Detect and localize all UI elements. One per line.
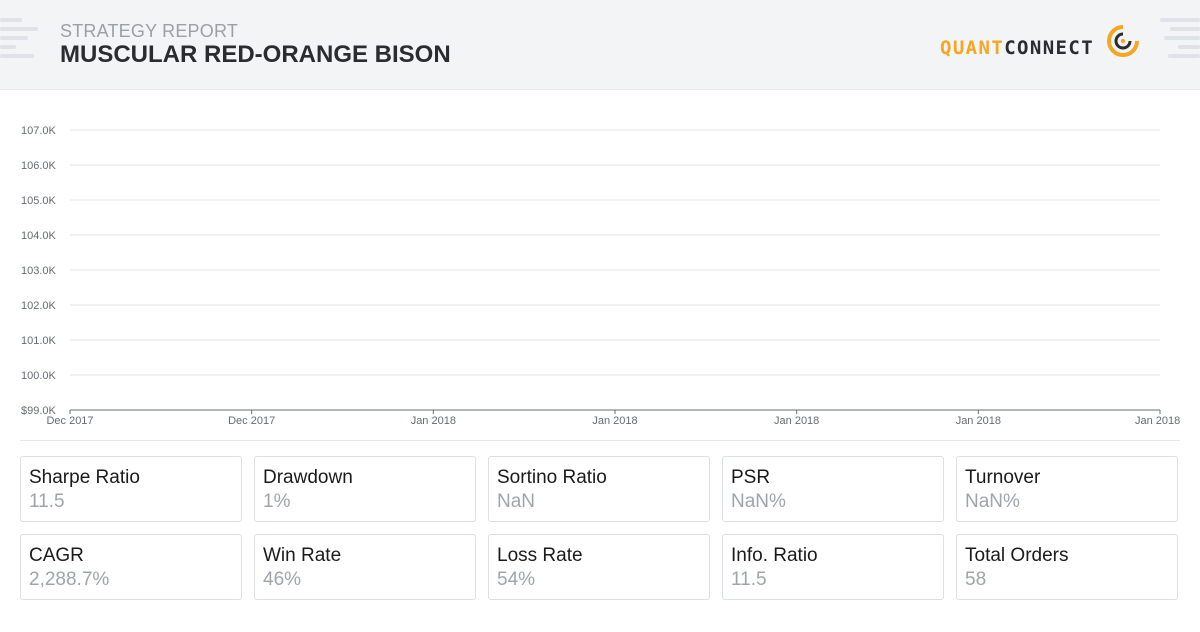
logo-connect-text: CONNECT — [1004, 37, 1095, 59]
y-tick-label: $99.0K — [21, 405, 57, 417]
y-tick-label: 102.0K — [21, 300, 57, 312]
stat-card: Info. Ratio 11.5 — [722, 534, 944, 600]
equity-chart: $99.0K 100.0K 101.0K 102.0K 103.0K 104.0K 105.… — [0, 110, 1200, 430]
stat-label: Sortino Ratio — [497, 467, 607, 488]
equity-chart-svg: $99.0K 100.0K 101.0K 102.0K 103.0K 104.0K 105.… — [21, 125, 1180, 427]
x-tick-label: Dec 2017 — [46, 415, 93, 427]
section-divider — [20, 440, 1180, 441]
stat-value: 11.5 — [29, 491, 65, 512]
y-tick-label: 107.0K — [21, 125, 57, 137]
stat-value: 58 — [965, 569, 987, 590]
stat-value: 11.5 — [731, 569, 767, 590]
y-tick-label: 100.0K — [21, 370, 57, 382]
stat-value: NaN% — [965, 491, 1020, 512]
y-tick-label: 104.0K — [21, 230, 57, 242]
stat-label: Drawdown — [263, 467, 353, 488]
stat-value: NaN% — [731, 491, 786, 512]
report-header: STRATEGY REPORT MUSCULAR RED-ORANGE BISO… — [0, 0, 1200, 90]
stat-card: Sharpe Ratio 11.5 — [20, 456, 242, 522]
x-tick-label: Jan 2018 — [1135, 415, 1180, 427]
stat-card: CAGR 2,288.7% — [20, 534, 242, 600]
stat-card: Total Orders 58 — [956, 534, 1178, 600]
logo-quant-text: QUANT — [940, 37, 1005, 59]
x-tick-label: Jan 2018 — [411, 415, 456, 427]
stat-label: Total Orders — [965, 545, 1069, 566]
stat-value: 1% — [263, 491, 291, 512]
stat-label: Info. Ratio — [731, 545, 818, 566]
x-tick-label: Jan 2018 — [774, 415, 819, 427]
stat-card: Drawdown 1% — [254, 456, 476, 522]
x-tick-label: Jan 2018 — [956, 415, 1001, 427]
stat-value: 54% — [497, 569, 536, 590]
stat-value: 46% — [263, 569, 302, 590]
stat-card: Loss Rate 54% — [488, 534, 710, 600]
stat-value: 2,288.7% — [29, 569, 110, 590]
stat-card: PSR NaN% — [722, 456, 944, 522]
y-tick-label: 103.0K — [21, 265, 57, 277]
quantconnect-logo-icon — [1107, 24, 1140, 57]
stat-card: Sortino Ratio NaN — [488, 456, 710, 522]
report-subtitle: STRATEGY REPORT — [60, 21, 239, 41]
stat-label: CAGR — [29, 545, 84, 566]
y-tick-label: 106.0K — [21, 160, 57, 172]
x-tick-label: Dec 2017 — [228, 415, 275, 427]
stat-label: PSR — [731, 467, 771, 488]
y-tick-label: 101.0K — [21, 335, 57, 347]
stat-label: Sharpe Ratio — [29, 467, 140, 488]
y-tick-label: 105.0K — [21, 195, 57, 207]
x-tick-label: Jan 2018 — [592, 415, 637, 427]
stat-value: NaN — [497, 491, 536, 512]
stat-label: Loss Rate — [497, 545, 583, 566]
stat-label: Win Rate — [263, 545, 342, 566]
stat-card: Win Rate 46% — [254, 534, 476, 600]
stat-card: Turnover NaN% — [956, 456, 1178, 522]
strategy-title: MUSCULAR RED-ORANGE BISON — [60, 41, 451, 68]
logo-wordmark: QUANTCONNECT — [940, 37, 1094, 59]
stat-label: Turnover — [965, 467, 1041, 488]
